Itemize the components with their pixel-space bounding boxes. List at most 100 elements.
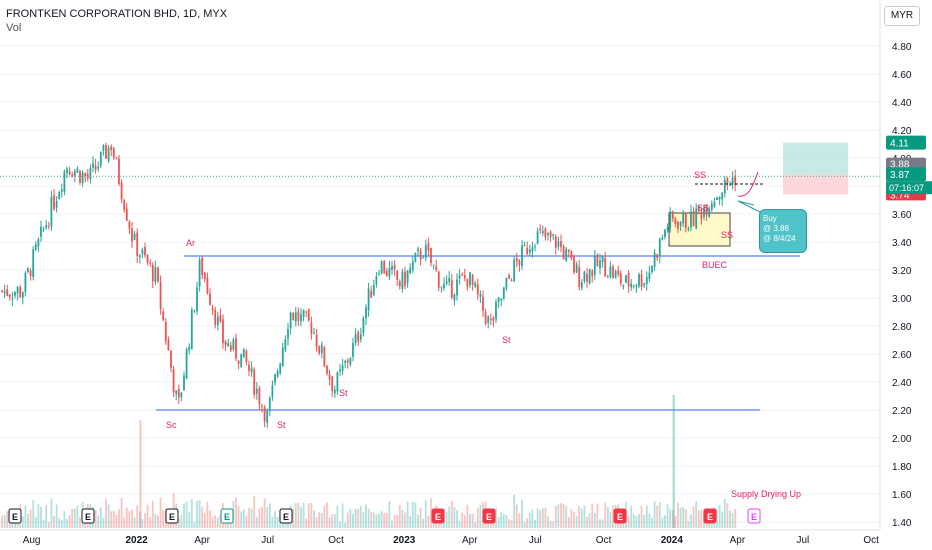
candle-body <box>515 258 518 262</box>
volume-bar <box>219 514 222 528</box>
volume-bar <box>378 513 380 528</box>
volume-bar <box>406 501 409 528</box>
candle-body <box>513 259 516 281</box>
currency-badge[interactable]: MYR <box>884 6 920 26</box>
candle-body <box>502 287 505 299</box>
candle-body <box>523 245 526 247</box>
volume-bar <box>391 520 393 528</box>
candle-body <box>622 284 625 287</box>
candle-body <box>219 314 222 322</box>
volume-indicator-label[interactable]: Vol <box>6 22 22 34</box>
candle-body <box>206 277 209 294</box>
volume-bar <box>255 517 258 528</box>
candle-body <box>6 289 9 296</box>
projection-arrow <box>737 171 759 197</box>
candle-body <box>456 279 458 296</box>
candle-body <box>180 392 183 397</box>
time-tick-label: Oct <box>596 535 612 546</box>
candle-body <box>476 284 479 295</box>
candle-body <box>131 228 133 242</box>
candle-body <box>354 333 357 343</box>
time-axis[interactable]: Aug 2022 Apr Jul Oct 2023 Apr Jul Oct 2024 Apr Jul O… <box>0 529 880 546</box>
volume-bar <box>110 511 113 528</box>
volume-bar <box>526 518 529 528</box>
volume-bar <box>638 513 640 528</box>
candle-body <box>495 301 497 320</box>
volume-bar <box>409 516 412 528</box>
time-tick-label: Apr <box>194 535 210 546</box>
candle-body <box>601 256 604 263</box>
candle-body <box>84 173 87 177</box>
candle-body <box>383 261 386 274</box>
volume-bar <box>596 503 599 528</box>
volume-bar <box>656 505 659 528</box>
volume-bar <box>583 505 586 528</box>
candle-body <box>190 309 193 350</box>
candle-body <box>120 182 123 200</box>
candle-body <box>510 280 513 282</box>
price-axis[interactable]: 1.40 1.60 1.80 2.00 2.20 2.40 2.60 2.80 3.00 3.20… <box>879 0 932 530</box>
candle-body <box>406 270 409 284</box>
volume-bar <box>466 504 469 528</box>
volume-bar <box>362 512 365 528</box>
volume-bar <box>427 515 430 528</box>
candle-body <box>640 274 643 288</box>
volume-bar <box>718 504 721 528</box>
candle-body <box>596 254 599 267</box>
volume-bar <box>320 513 323 528</box>
volume-bar <box>196 500 198 528</box>
volume-bar <box>151 500 154 528</box>
candle-body <box>661 237 664 240</box>
candle-body <box>359 334 362 340</box>
time-tick-label: Apr <box>462 535 478 546</box>
volume-bar <box>726 503 729 528</box>
candle-body <box>684 212 687 228</box>
candle-body <box>638 274 640 286</box>
candle-body <box>154 266 157 282</box>
candle-body <box>232 339 235 350</box>
volume-bar <box>292 508 295 528</box>
volume-bar <box>27 513 29 528</box>
price-tick-label: 2.20 <box>892 406 912 417</box>
candle-body <box>690 211 692 228</box>
volume-bar <box>534 519 536 528</box>
volume-bar <box>458 520 461 528</box>
callout-line-price: @ 3.88 <box>763 224 789 233</box>
volume-bar <box>180 514 183 528</box>
volume-bar <box>42 519 45 528</box>
candle-body <box>656 254 659 258</box>
price-tick-label: 4.80 <box>892 42 912 53</box>
volume-bar <box>258 508 261 528</box>
annotation-ss_mid: SS <box>697 203 709 213</box>
candle-body <box>547 232 549 235</box>
candle-body <box>24 272 27 293</box>
candle-body <box>302 310 305 317</box>
volume-bar <box>716 509 718 528</box>
candle-body <box>718 196 721 200</box>
candle-body <box>674 218 677 224</box>
candle-body <box>648 272 651 280</box>
candle-body <box>250 367 253 373</box>
volume-bar <box>495 507 497 528</box>
volume-bar <box>261 506 263 528</box>
candle-body <box>149 262 152 264</box>
volume-bar <box>417 514 419 528</box>
volume-bar <box>562 504 565 528</box>
price-tick-label: 2.40 <box>892 378 912 389</box>
candle-body <box>45 225 48 228</box>
volume-spike-bar-2022 <box>139 420 142 528</box>
candle-body <box>541 230 544 234</box>
candle-body <box>123 200 126 210</box>
volume-bar <box>24 505 27 528</box>
candle-body <box>133 233 136 240</box>
volume-bar <box>63 511 66 528</box>
consolidation-box <box>668 212 731 247</box>
candle-body <box>508 275 510 279</box>
candle-body <box>362 317 365 334</box>
candle-body <box>593 256 596 275</box>
candle-body <box>125 208 128 221</box>
volume-bar <box>497 517 500 528</box>
volume-bar <box>604 502 607 528</box>
chart-title: FRONTKEN CORPORATION BHD, 1D, MYX <box>6 8 228 20</box>
